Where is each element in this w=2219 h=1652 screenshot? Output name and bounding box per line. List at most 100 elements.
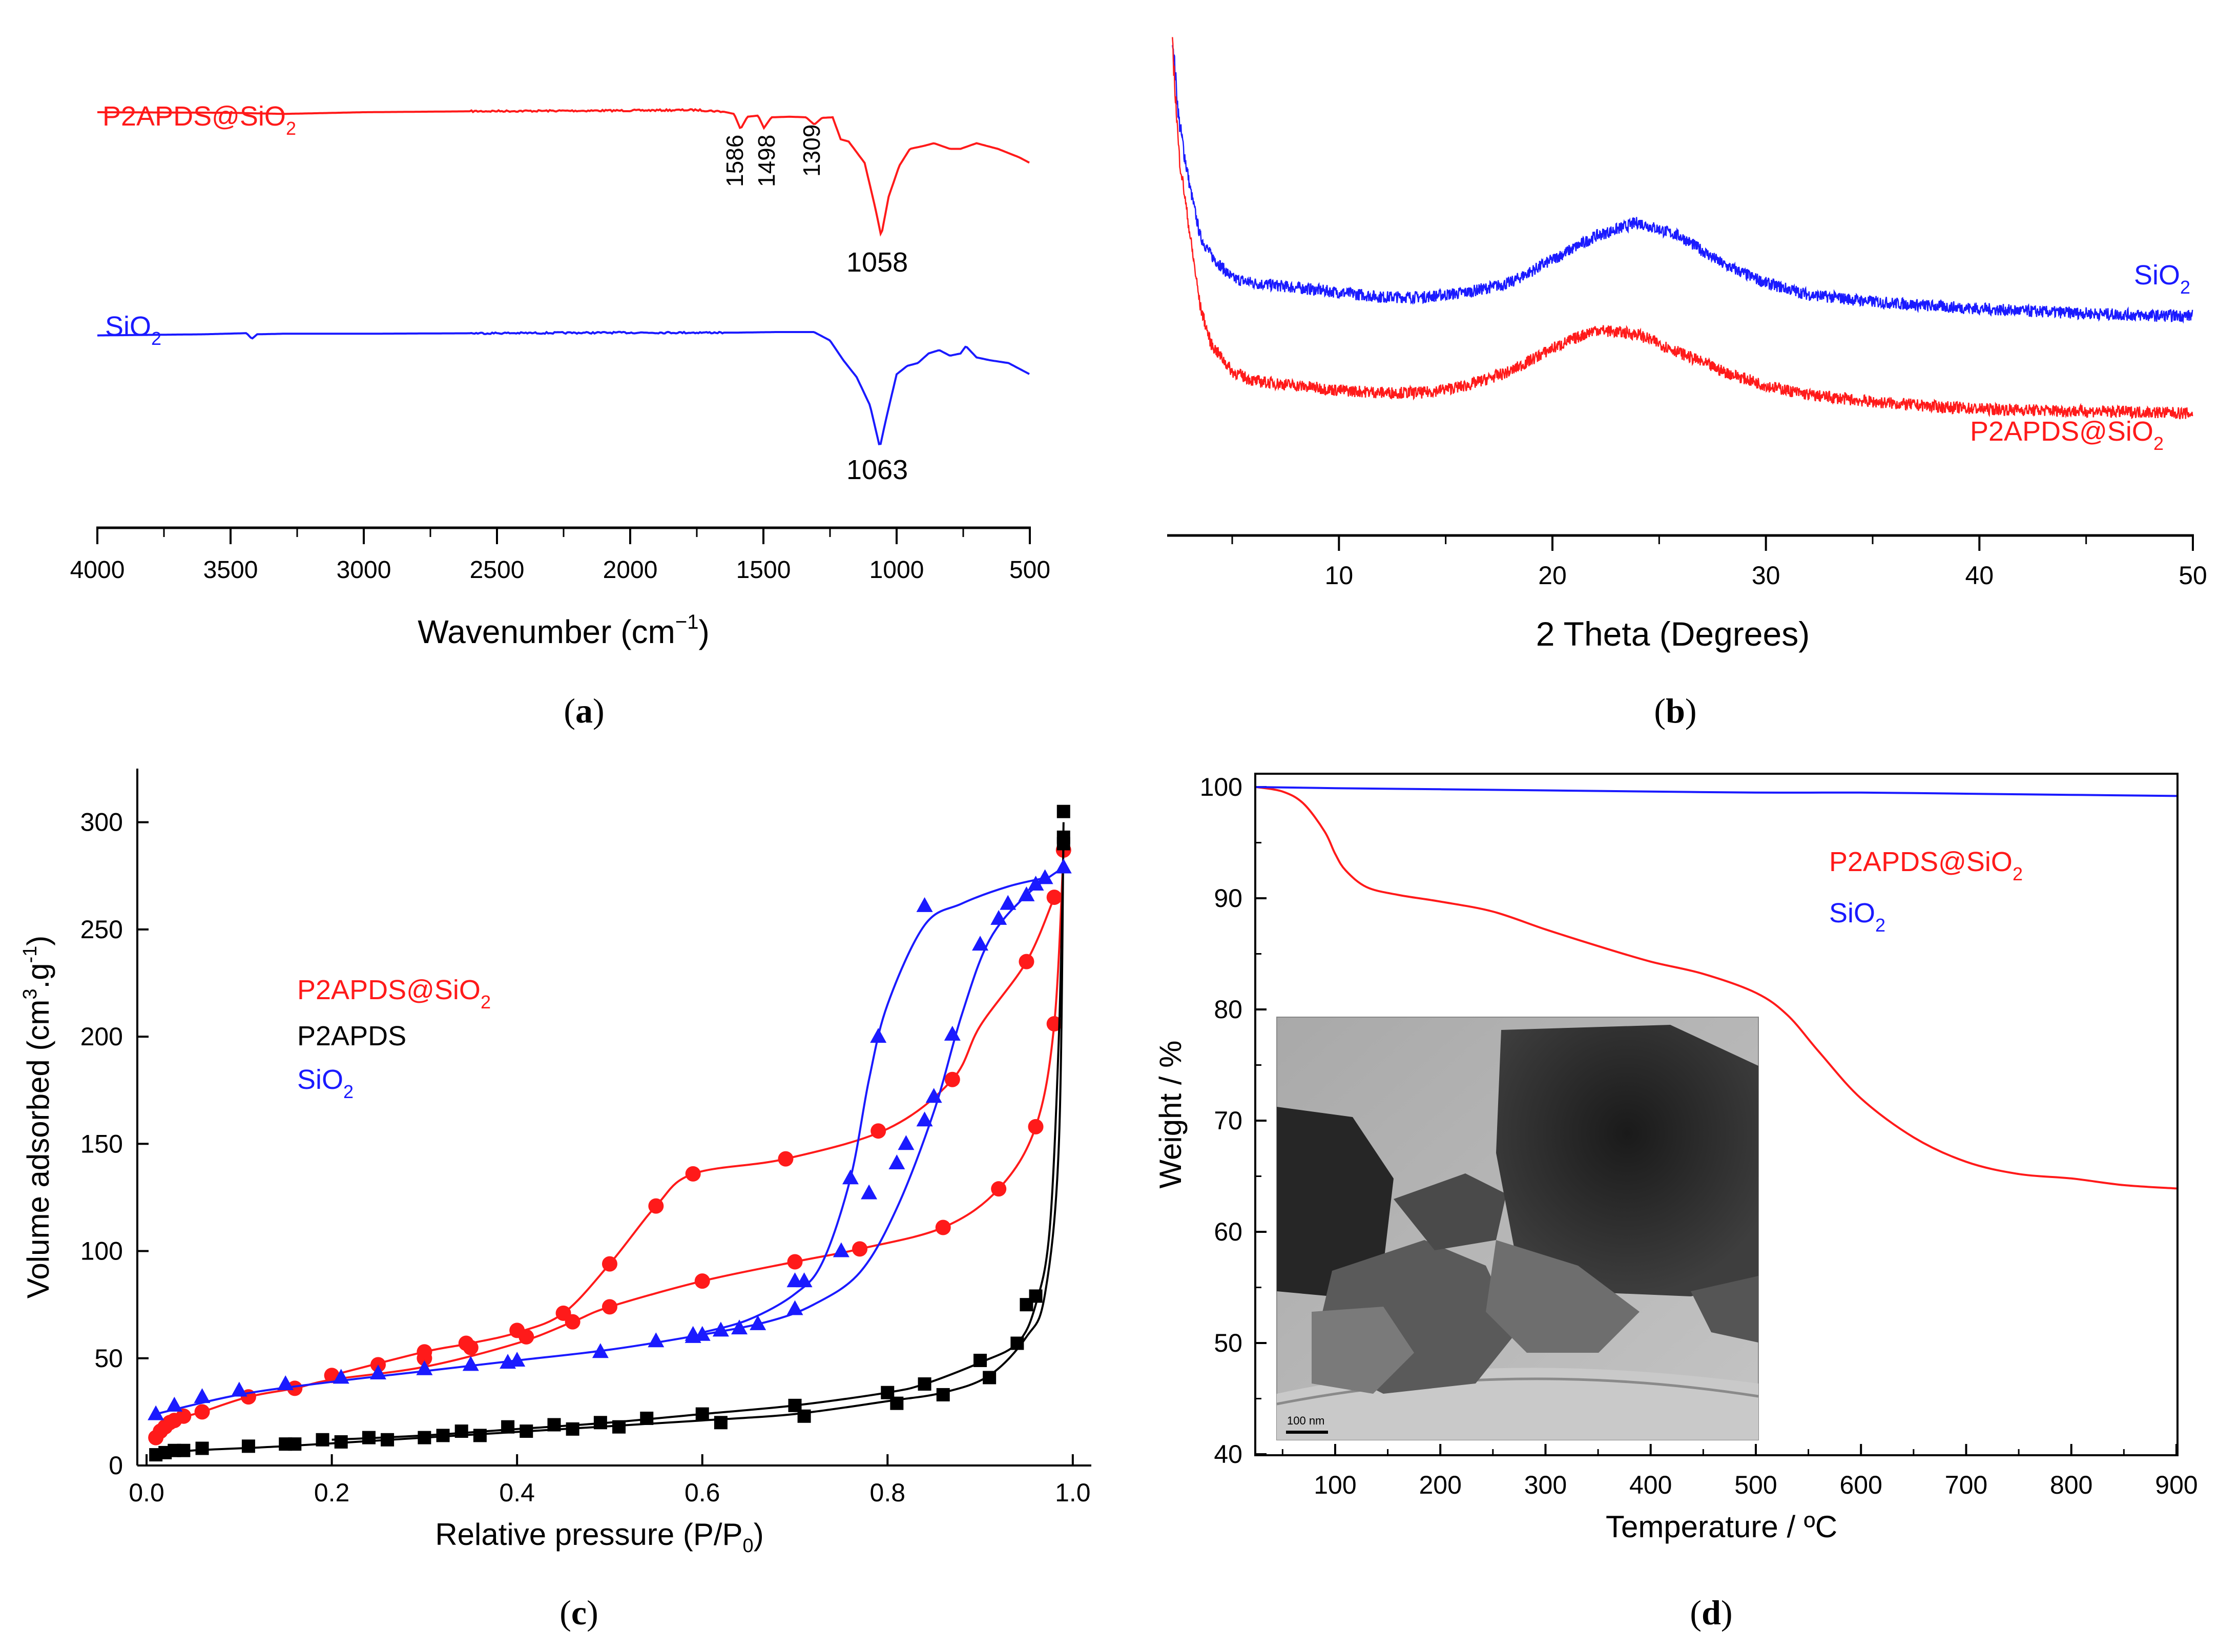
iso-point-sio2	[685, 1326, 701, 1341]
xrd-label-sio2: SiO2	[2134, 260, 2190, 298]
iso-point-p2apds	[195, 1441, 209, 1455]
iso-desorption-curve-p2apds	[331, 843, 1065, 1441]
iso-point-p2apds	[936, 1388, 950, 1401]
tga-plot	[1256, 786, 2177, 1190]
iso-y-tick-label: 150	[80, 1129, 123, 1158]
iso-y-tick-label: 300	[80, 808, 123, 837]
iso-point-sio2	[870, 1028, 887, 1043]
iso-legend-p2apds: P2APDS	[297, 1021, 406, 1051]
iso-point-p2apds	[241, 1439, 255, 1453]
iso-point-p2apds	[288, 1437, 302, 1451]
iso-point-p2apds	[547, 1418, 561, 1432]
iso-point-sio2	[990, 910, 1007, 925]
iso-x-axis-label: Relative pressure (P/P0)	[435, 1517, 763, 1557]
iso-point-p2apds-sio2	[287, 1380, 303, 1396]
ftir-x-tick-label: 1500	[736, 556, 791, 584]
iso-point-sio2	[194, 1388, 211, 1403]
iso-point-p2apds	[612, 1420, 626, 1434]
iso-point-sio2	[786, 1272, 803, 1288]
tga-y-axis-label: Weight / %	[1153, 1040, 1188, 1188]
iso-point-sio2	[370, 1365, 387, 1380]
ftir-x-ticks: 4000 3500 3000 2500 2000 1500 1000 500	[70, 528, 1050, 584]
ftir-annotation-1058: 1058	[846, 247, 908, 278]
iso-point-p2apds	[362, 1431, 376, 1444]
iso-point-p2apds-sio2	[194, 1404, 210, 1420]
panel-b: 10 20 30 40 50 2 Theta (Degrees) SiO2 P2APDS…	[1167, 37, 2207, 730]
iso-point-sio2	[916, 1111, 933, 1127]
iso-point-p2apds	[918, 1377, 931, 1391]
panel-caption-c: (c)	[559, 1593, 598, 1632]
iso-legend-sio2: SiO2	[297, 1064, 354, 1102]
tga-y-tick-label: 100	[1200, 773, 1242, 801]
iso-x-tick-label: 0.2	[314, 1478, 350, 1507]
tga-plot-frame	[1254, 773, 2179, 1456]
iso-point-sio2	[277, 1375, 294, 1390]
iso-y-tick-label: 100	[80, 1237, 123, 1266]
iso-point-p2apds-sio2	[458, 1335, 474, 1351]
iso-point-p2apds	[797, 1409, 811, 1423]
iso-y-tick-label: 0	[109, 1451, 123, 1480]
xrd-series-sio2	[1172, 45, 2193, 324]
ftir-annotation-1498: 1498	[753, 135, 780, 187]
iso-point-sio2	[888, 1154, 905, 1169]
iso-point-sio2	[1055, 858, 1072, 874]
iso-point-p2apds	[1056, 804, 1070, 818]
iso-point-sio2	[712, 1321, 729, 1337]
iso-desorption-curve-p2apds-sio2	[331, 897, 1055, 1377]
iso-point-sio2	[786, 1300, 803, 1315]
iso-point-sio2	[1018, 886, 1035, 901]
panel-caption-d: (d)	[1690, 1593, 1732, 1632]
iso-point-sio2	[731, 1319, 748, 1335]
iso-point-p2apds	[418, 1431, 431, 1444]
iso-point-sio2	[1027, 875, 1044, 891]
iso-point-p2apds	[1029, 1289, 1043, 1303]
iso-point-sio2	[861, 1184, 878, 1200]
tga-y-tick-label: 50	[1214, 1329, 1242, 1357]
iso-point-p2apds	[501, 1420, 515, 1434]
tga-ticks: 100 200 300 400 500 600 700 800 900 40 50 60 70 80 90 1…	[1200, 773, 2198, 1499]
ftir-x-tick-label: 3500	[203, 556, 258, 584]
tem-inset-image: 100 nm	[1276, 1017, 1759, 1440]
xrd-x-tick-label: 40	[1965, 561, 1994, 590]
xrd-x-tick-label: 10	[1325, 561, 1354, 590]
panel-c: 0.0 0.2 0.4 0.6 0.8 1.0 0 50 100 150 200 250 300 Rel…	[19, 769, 1091, 1632]
iso-y-tick-label: 200	[80, 1022, 123, 1051]
iso-point-p2apds	[520, 1424, 533, 1438]
tga-x-tick-label: 300	[1524, 1471, 1567, 1499]
iso-point-p2apds-sio2	[1019, 954, 1034, 969]
iso-point-p2apds-sio2	[694, 1273, 710, 1289]
xrd-x-tick-label: 50	[2179, 561, 2207, 590]
iso-point-sio2	[925, 1088, 942, 1103]
iso-adsorption-curve-sio2	[155, 866, 1065, 1415]
tga-y-tick-label: 80	[1214, 995, 1242, 1024]
ftir-annotation-1309: 1309	[798, 125, 825, 177]
iso-point-sio2	[916, 897, 933, 912]
iso-point-p2apds	[640, 1411, 654, 1425]
iso-x-tick-label: 0.0	[129, 1478, 164, 1507]
ftir-series-p2apds-sio2	[97, 108, 1030, 237]
iso-point-sio2	[833, 1242, 849, 1257]
ftir-annotation-1063: 1063	[846, 455, 908, 485]
tga-legend-p2apds-sio2: P2APDS@SiO2	[1829, 846, 2023, 884]
ftir-x-tick-label: 4000	[70, 556, 125, 584]
iso-point-sio2	[1036, 869, 1053, 884]
tga-y-tick-label: 40	[1214, 1440, 1242, 1469]
ftir-plot	[97, 108, 1030, 445]
tga-x-tick-label: 900	[2155, 1471, 2197, 1499]
iso-x-tick-label: 0.6	[685, 1478, 720, 1507]
iso-point-p2apds	[695, 1407, 709, 1421]
iso-point-p2apds-sio2	[417, 1344, 432, 1360]
iso-x-tick-label: 1.0	[1055, 1478, 1091, 1507]
iso-point-p2apds	[593, 1416, 607, 1430]
iso-point-sio2	[462, 1356, 479, 1371]
iso-point-p2apds-sio2	[870, 1123, 886, 1139]
iso-point-p2apds	[454, 1424, 468, 1438]
ftir-x-tick-label: 3000	[337, 556, 391, 584]
iso-x-tick-label: 0.4	[499, 1478, 535, 1507]
iso-point-p2apds-sio2	[602, 1256, 617, 1272]
iso-point-p2apds	[983, 1371, 997, 1385]
iso-point-p2apds-sio2	[944, 1071, 960, 1087]
panel-caption-a: (a)	[564, 691, 604, 730]
iso-point-sio2	[231, 1381, 247, 1397]
